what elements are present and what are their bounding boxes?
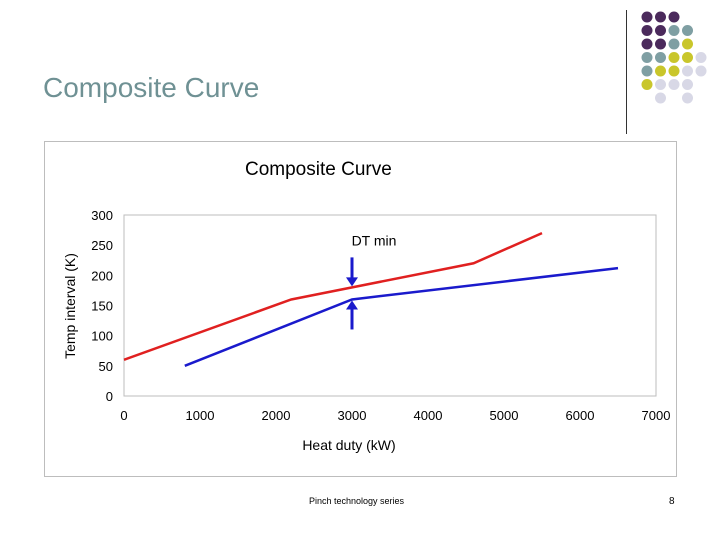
- chart-frame: Composite Curve 0 50 100 150 200 250 300 0 1000…: [44, 141, 677, 477]
- decor-dot: [682, 38, 693, 50]
- x-tick-label: 4000: [414, 408, 443, 423]
- decor-dot: [668, 25, 680, 36]
- x-tick-label: 6000: [566, 408, 595, 423]
- decor-dot: [655, 38, 666, 50]
- dt-min-arrow-down-head: [346, 277, 358, 287]
- decor-dot: [655, 52, 666, 63]
- y-tick-label: 200: [91, 268, 113, 283]
- y-axis-ticks: 0 50 100 150 200 250 300: [91, 208, 113, 404]
- decor-dot: [655, 11, 666, 23]
- decor-dot: [655, 79, 666, 90]
- decor-dot: [668, 79, 680, 90]
- y-tick-label: 300: [91, 208, 113, 223]
- slide-title: Composite Curve: [43, 72, 260, 103]
- decor-dot: [682, 65, 693, 77]
- decor-dot: [641, 11, 653, 23]
- chart-title: Composite Curve: [245, 159, 392, 180]
- hot-composite-line: [123, 231, 543, 361]
- title-divider-line: [626, 10, 627, 134]
- y-tick-label: 100: [91, 329, 113, 344]
- x-tick-label: 0: [120, 408, 127, 423]
- decor-dot: [668, 52, 680, 63]
- dt-min-annotation: DT min: [346, 232, 397, 330]
- cold-composite-line: [184, 266, 619, 367]
- decor-dot: [641, 79, 653, 90]
- series-lines: [123, 231, 619, 367]
- decor-dot: [655, 25, 666, 36]
- x-tick-label: 3000: [338, 408, 367, 423]
- footer-text: Pinch technology series: [309, 496, 405, 506]
- x-tick-label: 5000: [490, 408, 519, 423]
- decor-dot: [655, 65, 666, 77]
- decor-dot: [695, 52, 707, 63]
- x-tick-label: 2000: [262, 408, 291, 423]
- decor-dot: [682, 79, 693, 90]
- x-tick-label: 7000: [642, 408, 671, 423]
- decor-dot: [695, 65, 707, 77]
- y-axis-label: Temp interval (K): [62, 253, 78, 359]
- x-tick-label: 1000: [186, 408, 215, 423]
- decor-dot: [682, 52, 693, 63]
- plot-area: [123, 214, 657, 397]
- dt-min-label: DT min: [352, 232, 397, 248]
- y-tick-label: 0: [106, 389, 113, 404]
- decor-dot: [668, 11, 680, 23]
- x-axis-label: Heat duty (kW): [302, 437, 395, 453]
- dt-min-arrow-up-head: [346, 300, 358, 310]
- decor-dot: [641, 25, 653, 36]
- decor-dot: [641, 52, 653, 63]
- decor-dot: [682, 92, 693, 104]
- decor-dot: [668, 65, 680, 77]
- decor-dot: [682, 25, 693, 36]
- y-tick-label: 150: [91, 299, 113, 314]
- y-tick-label: 50: [99, 359, 113, 374]
- x-axis-ticks: 0 1000 2000 3000 4000 5000 6000 7000: [120, 408, 670, 423]
- decor-dot: [655, 92, 666, 104]
- y-tick-label: 250: [91, 238, 113, 253]
- composite-curve-chart: Composite Curve 0 50 100 150 200 250 300 0 1000…: [62, 159, 670, 453]
- decor-dot: [641, 38, 653, 50]
- decor-dot: [641, 65, 653, 77]
- decor-dot: [668, 38, 680, 50]
- decorative-dot-grid: [641, 11, 707, 104]
- page-number: 8: [669, 496, 675, 507]
